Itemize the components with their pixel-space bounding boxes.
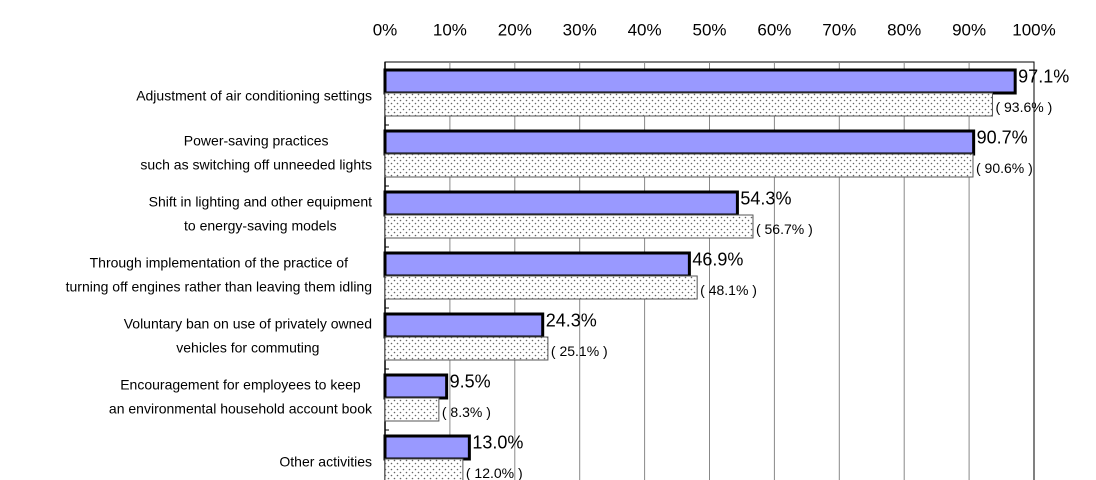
category-label-line: Power-saving practices [184,133,329,149]
category-label: Shift in lighting and other equipment to … [149,194,372,234]
value-label: 97.1% [1018,66,1069,86]
bar [384,458,464,480]
value-label: ( 12.0% ) [466,465,523,480]
x-tick-label: 20% [498,20,532,39]
bar [384,214,754,239]
category-label-line: such as switching off unneeded lights [140,157,372,173]
bar [384,275,698,300]
category-label-line: Other activities [279,454,372,470]
bar [383,434,471,461]
bar [383,190,739,217]
value-label: 13.0% [472,432,523,452]
category-label-line: Voluntary ban on use of privately owned [124,316,372,332]
category-label-line: to energy-saving models [184,218,337,234]
category-label: Power-saving practices such as switching … [140,133,372,173]
bar [383,68,1017,95]
x-tick-label: 10% [433,20,467,39]
bar [384,397,440,422]
category-label-line: vehicles for commuting [176,340,319,356]
x-tick-label: 60% [757,20,791,39]
bar [384,153,974,178]
value-label: ( 93.6% ) [995,99,1052,115]
category-label-line: Shift in lighting and other equipment [149,194,372,210]
category-label: Other activities [279,454,372,470]
x-tick-label: 50% [692,20,726,39]
value-label: 24.3% [546,310,597,330]
category-label: Through implementation of the practice o… [66,255,372,295]
category-label: Encouragement for employees to keep an en… [109,377,373,417]
x-tick-label: 80% [887,20,921,39]
category-label-line: Adjustment of air conditioning settings [136,88,372,104]
category-label: Adjustment of air conditioning settings [136,88,372,104]
category-label-line: Encouragement for employees to keep [120,377,361,393]
bar [383,129,976,156]
x-tick-label: 90% [952,20,986,39]
category-label-line: Through implementation of the practice o… [90,255,348,271]
bar [383,312,545,339]
value-label: 54.3% [740,188,791,208]
x-tick-label: 70% [822,20,856,39]
value-label: 9.5% [450,371,491,391]
category-label-line: turning off engines rather than leaving … [66,279,372,295]
x-tick-label: 100% [1012,20,1055,39]
value-label: ( 25.1% ) [551,343,608,359]
value-label: 46.9% [692,249,743,269]
x-tick-label: 30% [563,20,597,39]
bar [384,92,993,117]
x-tick-label: 0% [373,20,398,39]
value-label: ( 90.6% ) [976,160,1033,176]
bar [383,373,449,400]
value-label: ( 48.1% ) [700,282,757,298]
bar [384,336,549,361]
value-label: ( 56.7% ) [756,221,813,237]
value-label: ( 8.3% ) [442,404,491,420]
category-label: Voluntary ban on use of privately owned v… [124,316,372,356]
bar [383,251,691,278]
value-label: 90.7% [977,127,1028,147]
x-tick-label: 40% [628,20,662,39]
category-label-line: an environmental household account book [109,401,373,417]
